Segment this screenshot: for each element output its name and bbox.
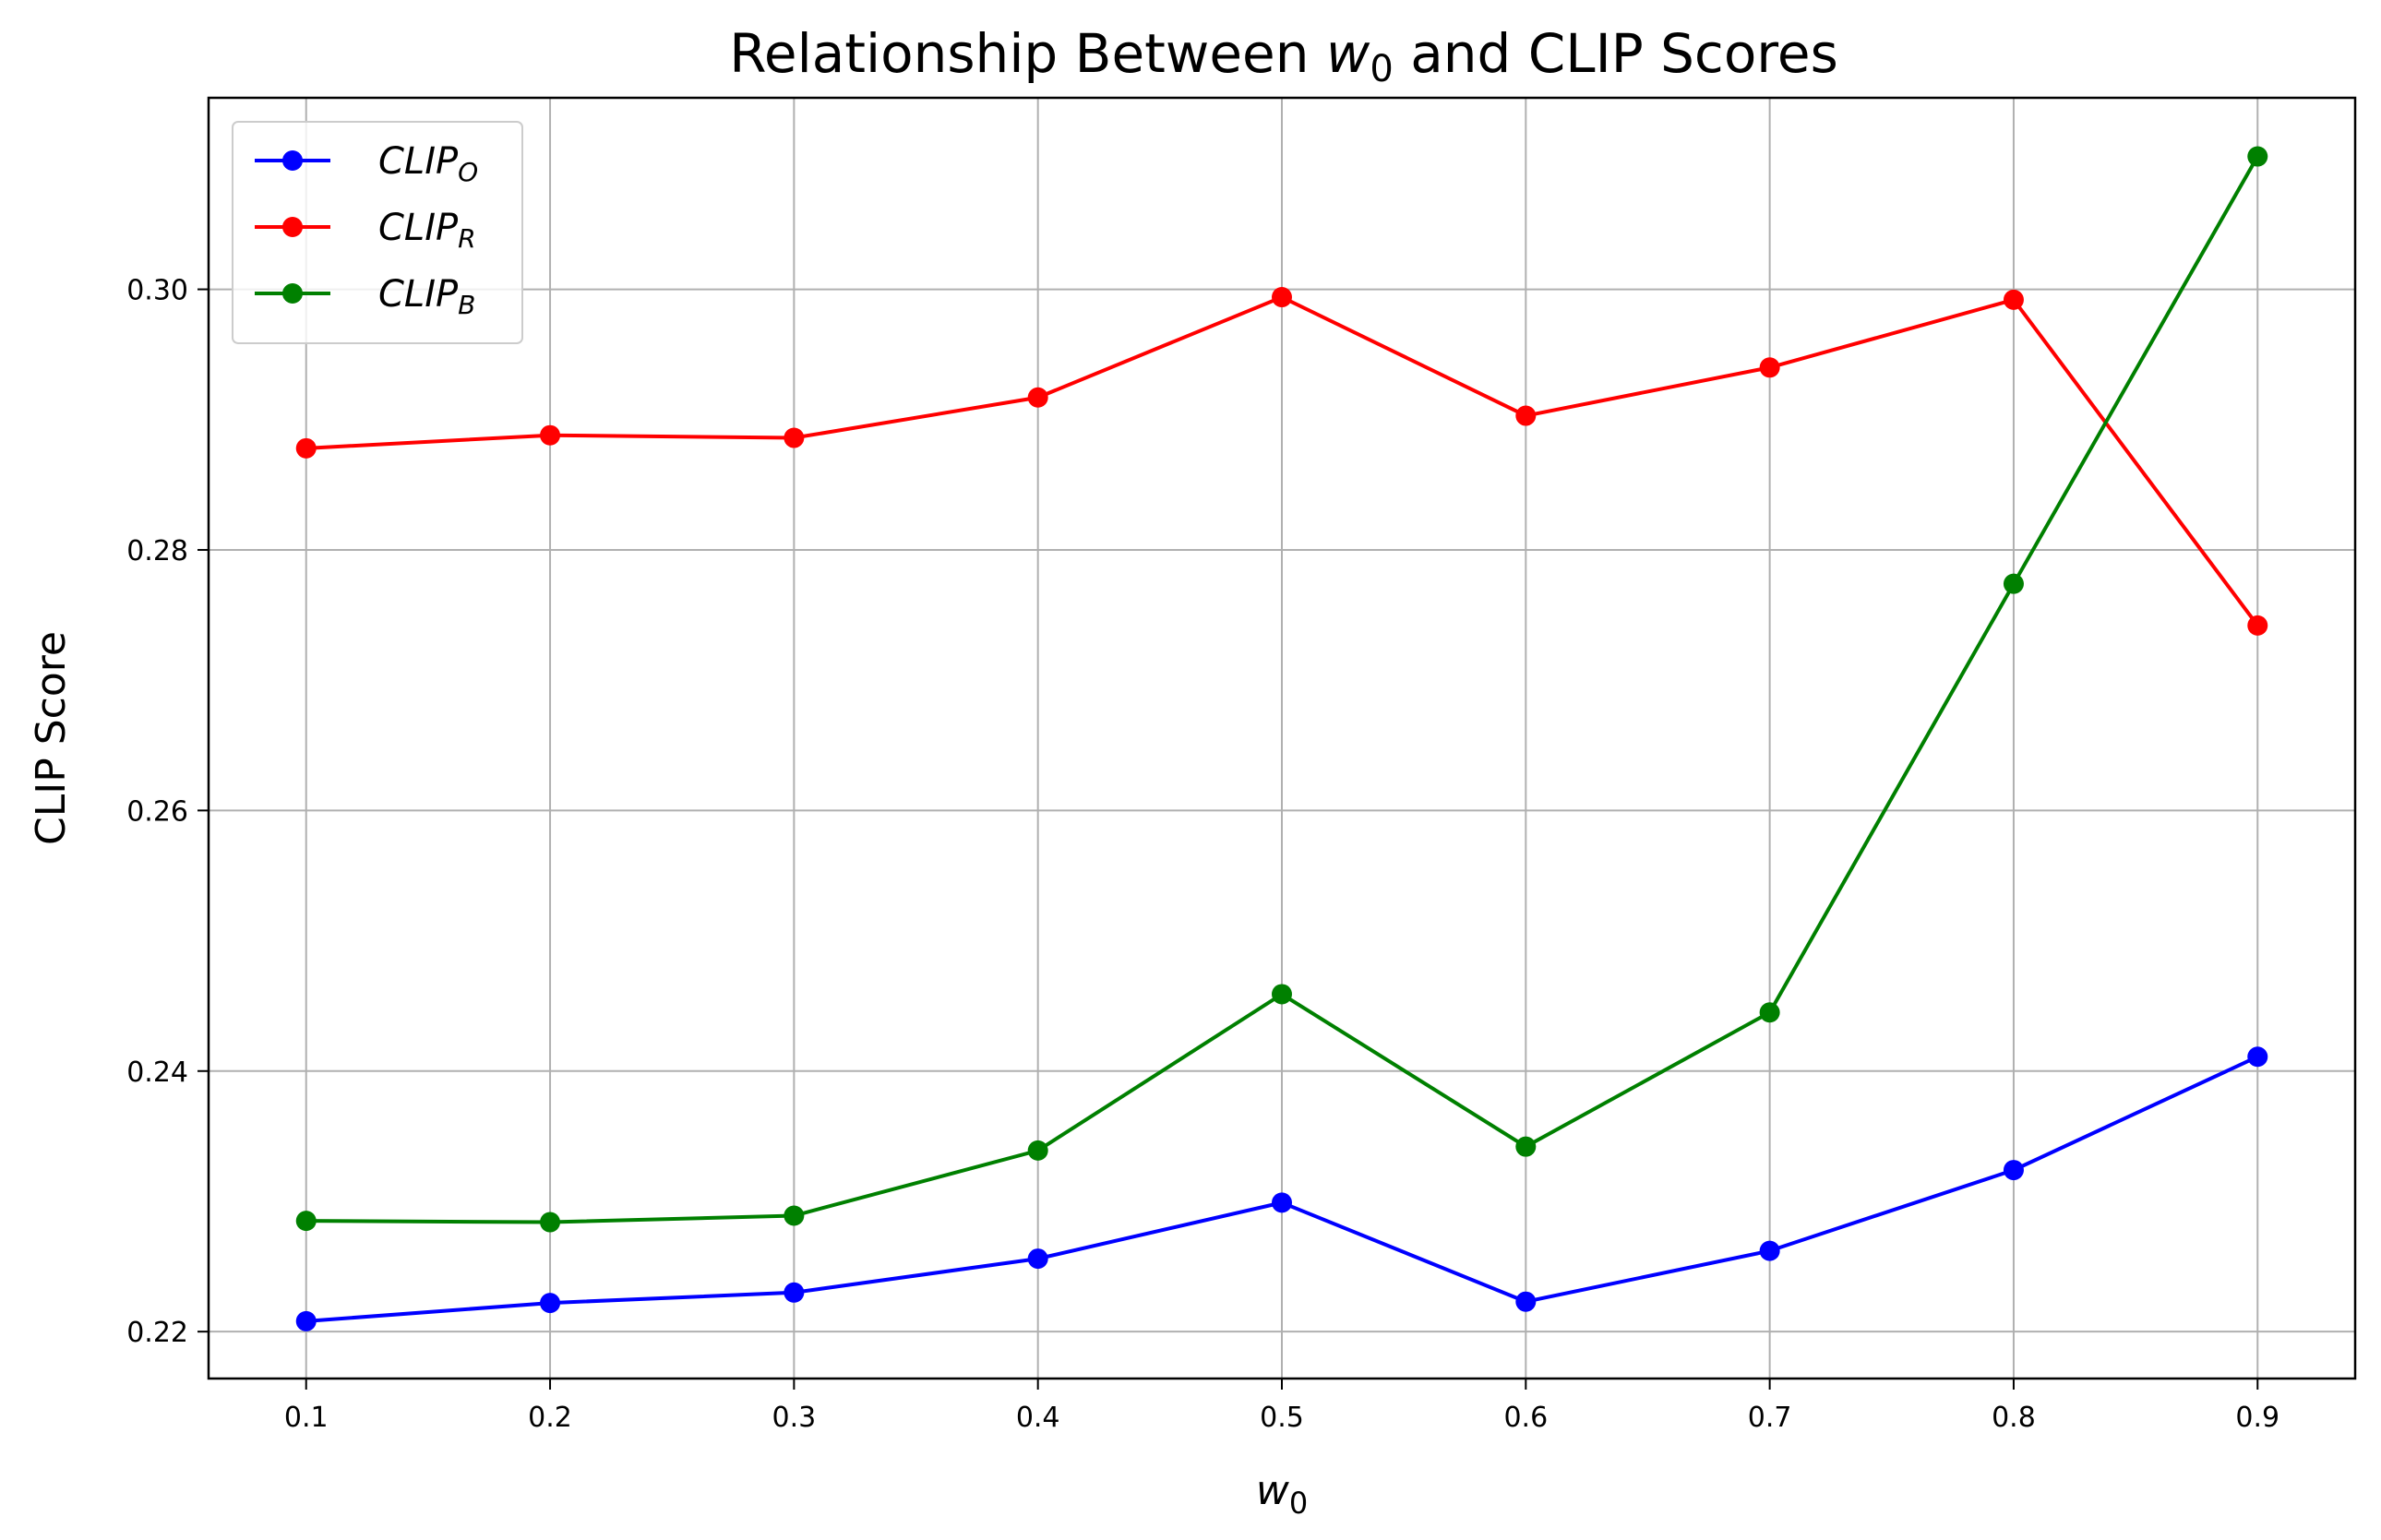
- legend-label: CLIPR: [378, 207, 476, 254]
- series-o: [295, 1046, 2268, 1331]
- data-point: [2003, 573, 2024, 594]
- y-tick-label: 0.30: [126, 275, 188, 307]
- x-tick-label: 0.3: [772, 1402, 817, 1434]
- data-point: [540, 424, 561, 446]
- legend-label: CLIPO: [378, 140, 478, 187]
- legend-marker: [282, 150, 303, 171]
- data-point: [1759, 1240, 1780, 1261]
- x-tick-label: 0.7: [1748, 1402, 1792, 1434]
- data-point: [2247, 1046, 2268, 1068]
- data-point: [1759, 357, 1780, 378]
- data-point: [295, 437, 317, 459]
- x-tick-label: 0.2: [528, 1402, 572, 1434]
- x-tick-label: 0.1: [284, 1402, 329, 1434]
- data-point: [1515, 1291, 1537, 1312]
- data-point: [1515, 1136, 1537, 1157]
- legend-item-o: CLIPO: [255, 140, 478, 187]
- y-tick-label: 0.24: [126, 1057, 188, 1089]
- x-tick-label: 0.8: [1992, 1402, 2036, 1434]
- legend-marker: [282, 217, 303, 237]
- plot-series: [295, 146, 2268, 1331]
- data-point: [1515, 405, 1537, 426]
- y-tick-label: 0.28: [126, 535, 188, 567]
- data-point: [784, 1205, 805, 1226]
- data-point: [540, 1212, 561, 1233]
- data-point: [1272, 984, 1292, 1005]
- data-point: [2003, 1160, 2024, 1181]
- data-point: [540, 1293, 561, 1314]
- data-point: [295, 1310, 317, 1331]
- legend: CLIPO CLIPR CLIPB: [232, 121, 523, 344]
- data-point: [1759, 1002, 1780, 1023]
- x-tick-label: 0.6: [1503, 1402, 1548, 1434]
- data-point: [1027, 387, 1048, 408]
- series-b: [295, 146, 2268, 1233]
- y-axis-title: CLIP Score: [28, 631, 75, 845]
- x-tick-label: 0.9: [2235, 1402, 2279, 1434]
- data-point: [2003, 289, 2024, 310]
- data-point: [1027, 1140, 1048, 1161]
- data-point: [1272, 287, 1292, 308]
- data-point: [295, 1211, 317, 1232]
- legend-item-b: CLIPB: [255, 273, 475, 320]
- y-tick-label: 0.22: [126, 1317, 188, 1349]
- legend-box: [232, 121, 523, 344]
- data-point: [1272, 1192, 1292, 1213]
- data-point: [2247, 146, 2268, 167]
- data-point: [784, 1282, 805, 1303]
- legend-marker: [282, 283, 303, 304]
- x-tick-label: 0.4: [1016, 1402, 1060, 1434]
- legend-item-r: CLIPR: [255, 207, 476, 254]
- chart-title: Relationship Between w0 and CLIP Scores: [729, 22, 1838, 90]
- legend-label: CLIPB: [378, 273, 475, 320]
- data-point: [1027, 1248, 1048, 1270]
- data-point: [784, 427, 805, 448]
- series-r: [295, 287, 2268, 636]
- axis-ticks: 0.1 0.2 0.3 0.4 0.5 0.6 0.7 0.8 0.9 0.22 0.24 0.26 0…: [126, 275, 2279, 1434]
- x-tick-label: 0.5: [1260, 1402, 1304, 1434]
- data-point: [2247, 615, 2268, 636]
- y-tick-label: 0.26: [126, 795, 188, 828]
- x-axis-title: w0: [1256, 1467, 1308, 1521]
